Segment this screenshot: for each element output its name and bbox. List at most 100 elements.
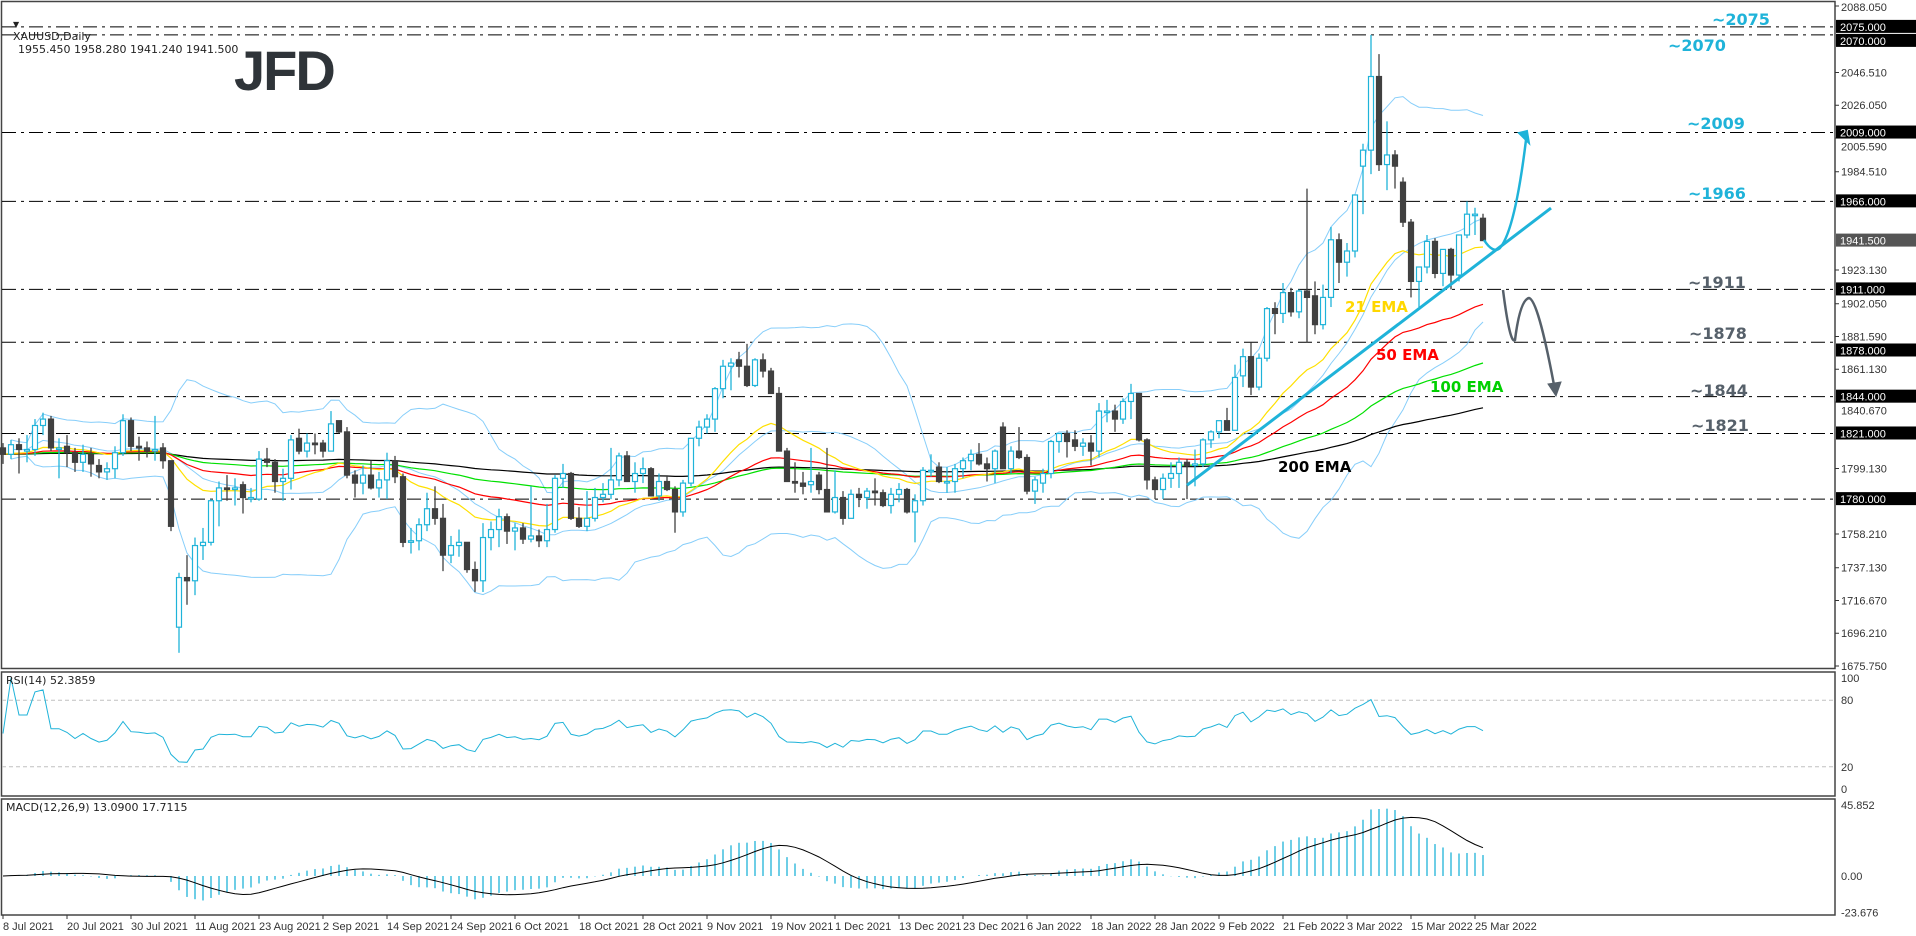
candle — [255, 451, 263, 501]
candle — [1247, 342, 1255, 396]
candle-body — [751, 359, 759, 387]
rsi-title: RSI(14) 52.3859 — [6, 674, 96, 687]
candle-body — [863, 490, 871, 499]
ema-50-line — [2, 303, 1484, 507]
candle-body — [1071, 439, 1079, 447]
candle — [111, 446, 119, 479]
ema-100-label: 100 EMA — [1430, 378, 1504, 396]
symbol-label: XAUUSD,Daily — [13, 30, 91, 43]
candle — [1303, 188, 1311, 343]
candle — [1439, 248, 1447, 287]
candle — [503, 513, 511, 544]
main-pane-border — [0, 0, 1836, 670]
candle — [559, 463, 567, 488]
price-tick-label: 2026.050 — [1841, 100, 1887, 112]
candle — [1239, 348, 1247, 388]
ohlc-readout: 1955.450 1958.280 1941.240 1941.500 — [18, 43, 239, 56]
candle — [1167, 462, 1175, 488]
candle-body — [1215, 420, 1223, 433]
candle-body — [407, 540, 415, 543]
candle-body — [159, 447, 167, 462]
candle — [1079, 438, 1087, 456]
rsi-tick-label: 100 — [1841, 673, 1859, 685]
level-price-label: 2009.000 — [1840, 128, 1886, 140]
candle-body — [911, 500, 919, 513]
annotations: ~2075 ~2070 ~2009 ~1966 ~1911 ~1878 ~1844 ~1821… — [1186, 10, 1770, 487]
collapse-arrow-icon[interactable]: ▼ — [13, 20, 20, 29]
candle — [1039, 468, 1047, 493]
candle — [551, 475, 559, 533]
date-tick-label: 8 Jul 2021 — [3, 921, 54, 933]
candle-body — [1311, 295, 1319, 326]
bullish-scenario-arrow — [1482, 139, 1528, 251]
candle-body — [47, 418, 55, 449]
candle-body — [567, 472, 575, 519]
candle-body — [551, 477, 559, 531]
candle — [103, 462, 111, 480]
candle-body — [311, 442, 319, 446]
current-price-label: 1941.500 — [1840, 236, 1886, 248]
candle-body — [1279, 292, 1287, 315]
date-tick-label: 28 Oct 2021 — [643, 921, 703, 933]
candle — [767, 367, 775, 395]
date-tick-label: 9 Nov 2021 — [707, 921, 763, 933]
candle — [1399, 177, 1407, 227]
candle-body — [391, 460, 399, 478]
candle-body — [991, 450, 999, 470]
candle — [343, 427, 351, 479]
rsi-pane: 100 80 20 0 — [2, 673, 1859, 796]
candle-body — [39, 418, 47, 427]
candle — [535, 529, 543, 548]
candle — [215, 481, 223, 527]
candle-body — [1303, 290, 1311, 299]
candle — [799, 471, 807, 495]
candle-body — [815, 474, 823, 491]
candle-body — [175, 576, 183, 628]
candle — [407, 527, 415, 554]
candle — [1367, 34, 1375, 175]
candle-body — [231, 487, 239, 491]
candle — [495, 508, 503, 548]
candle-body — [575, 517, 583, 527]
candle — [1359, 143, 1367, 215]
date-tick-label: 15 Mar 2022 — [1411, 921, 1473, 933]
candle-body — [87, 453, 95, 465]
candle — [1215, 420, 1223, 439]
candle — [1023, 454, 1031, 495]
candle — [15, 438, 23, 474]
trendline — [1186, 206, 1552, 487]
candle — [887, 487, 895, 514]
candle-body — [767, 370, 775, 395]
candle-body — [519, 527, 527, 540]
candle — [815, 471, 823, 495]
candle-body — [151, 448, 159, 452]
candle-body — [943, 480, 951, 484]
candle-body — [191, 544, 199, 582]
candle — [1207, 430, 1215, 448]
candle-body — [607, 479, 615, 495]
candle-body — [1047, 440, 1055, 475]
candle — [647, 467, 655, 497]
candle-body — [399, 476, 407, 543]
level-label-1966: ~1966 — [1688, 184, 1746, 203]
candle — [879, 489, 887, 508]
level-label-2070: ~2070 — [1668, 36, 1726, 55]
candle — [783, 447, 791, 483]
candle-body — [111, 452, 119, 470]
candle-body — [1375, 75, 1383, 166]
candle-body — [431, 508, 439, 519]
candle — [335, 420, 343, 434]
candle-body — [1175, 461, 1183, 475]
candle-body — [791, 480, 799, 484]
candle — [663, 476, 671, 492]
macd-tick-label: -23.676 — [1841, 908, 1878, 920]
macd-tick-label: 0.00 — [1841, 871, 1862, 883]
candle — [919, 467, 927, 506]
candles — [0, 34, 1487, 653]
candle-body — [1407, 221, 1415, 283]
candle — [239, 481, 247, 514]
candle — [967, 449, 975, 471]
level-label-1821: ~1821 — [1691, 416, 1749, 435]
candle — [711, 387, 719, 432]
